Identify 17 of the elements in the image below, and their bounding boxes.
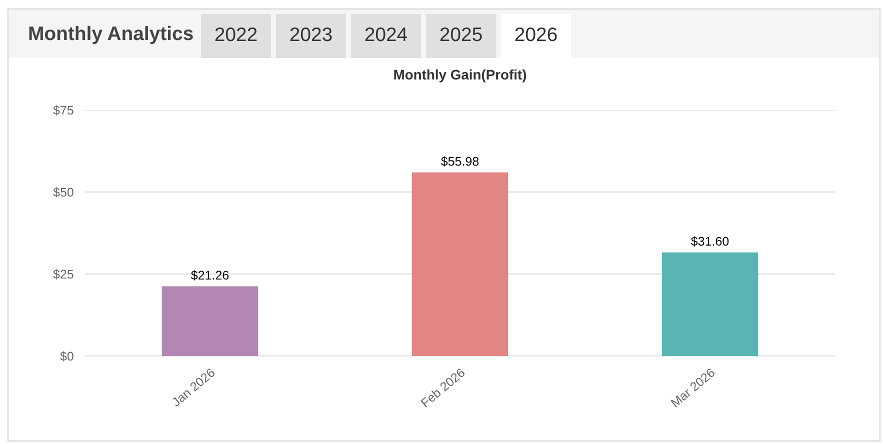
- data-label: $55.98: [441, 156, 479, 166]
- data-label: $21.26: [191, 270, 229, 280]
- bar: [162, 286, 258, 356]
- data-label: $31.60: [691, 236, 729, 246]
- text: 2023: [290, 27, 332, 42]
- y-tick-label: $75: [53, 105, 74, 116]
- chart-title: Monthly Gain(Profit): [394, 69, 526, 82]
- y-tick-label: $25: [53, 269, 74, 280]
- y-tick-label: $50: [53, 187, 74, 198]
- text: Monthly Analytics: [29, 26, 193, 44]
- text: 2026: [515, 27, 557, 42]
- y-tick-label: $0: [60, 351, 74, 362]
- text: 2024: [365, 27, 408, 42]
- text: 2022: [215, 27, 257, 42]
- text: 2025: [440, 27, 482, 42]
- bar: [662, 252, 758, 356]
- bar: [412, 172, 508, 356]
